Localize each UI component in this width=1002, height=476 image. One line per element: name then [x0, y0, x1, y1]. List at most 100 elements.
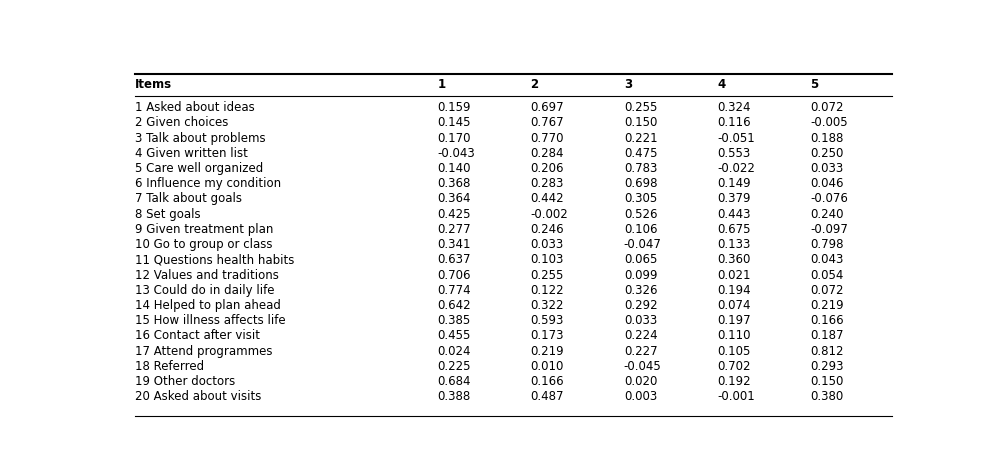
Text: 0.150: 0.150 [624, 117, 657, 129]
Text: 0.783: 0.783 [624, 162, 657, 175]
Text: 0.388: 0.388 [438, 390, 471, 403]
Text: 0.637: 0.637 [438, 253, 471, 266]
Text: 6 Influence my condition: 6 Influence my condition [134, 177, 281, 190]
Text: 0.122: 0.122 [531, 284, 564, 297]
Text: 0.812: 0.812 [811, 345, 844, 357]
Text: 0.767: 0.767 [531, 117, 564, 129]
Text: 17 Attend programmes: 17 Attend programmes [134, 345, 273, 357]
Text: 0.770: 0.770 [531, 132, 564, 145]
Text: Items: Items [134, 78, 171, 91]
Text: 0.065: 0.065 [624, 253, 657, 266]
Text: 0.166: 0.166 [531, 375, 564, 388]
Text: 1 Asked about ideas: 1 Asked about ideas [134, 101, 255, 114]
Text: 7 Talk about goals: 7 Talk about goals [134, 192, 241, 206]
Text: 0.224: 0.224 [624, 329, 657, 342]
Text: 0.443: 0.443 [717, 208, 750, 221]
Text: 0.255: 0.255 [624, 101, 657, 114]
Text: 0.487: 0.487 [531, 390, 564, 403]
Text: 0.197: 0.197 [717, 314, 750, 327]
Text: 0.140: 0.140 [438, 162, 471, 175]
Text: 0.697: 0.697 [531, 101, 564, 114]
Text: 0.798: 0.798 [811, 238, 844, 251]
Text: -0.022: -0.022 [717, 162, 755, 175]
Text: 0.364: 0.364 [438, 192, 471, 206]
Text: 0.106: 0.106 [624, 223, 657, 236]
Text: 11 Questions health habits: 11 Questions health habits [134, 253, 294, 266]
Text: 10 Go to group or class: 10 Go to group or class [134, 238, 273, 251]
Text: 3: 3 [624, 78, 632, 91]
Text: -0.047: -0.047 [624, 238, 661, 251]
Text: 0.159: 0.159 [438, 101, 471, 114]
Text: 0.380: 0.380 [811, 390, 844, 403]
Text: 0.219: 0.219 [531, 345, 564, 357]
Text: 0.221: 0.221 [624, 132, 657, 145]
Text: 0.246: 0.246 [531, 223, 564, 236]
Text: 0.166: 0.166 [811, 314, 844, 327]
Text: 0.150: 0.150 [811, 375, 844, 388]
Text: 0.642: 0.642 [438, 299, 471, 312]
Text: 3 Talk about problems: 3 Talk about problems [134, 132, 266, 145]
Text: 12 Values and traditions: 12 Values and traditions [134, 268, 279, 281]
Text: 0.326: 0.326 [624, 284, 657, 297]
Text: 0.292: 0.292 [624, 299, 657, 312]
Text: 0.305: 0.305 [624, 192, 657, 206]
Text: 0.105: 0.105 [717, 345, 750, 357]
Text: 0.442: 0.442 [531, 192, 564, 206]
Text: 18 Referred: 18 Referred [134, 360, 203, 373]
Text: 0.341: 0.341 [438, 238, 471, 251]
Text: 0.133: 0.133 [717, 238, 750, 251]
Text: 0.054: 0.054 [811, 268, 844, 281]
Text: 0.385: 0.385 [438, 314, 471, 327]
Text: 0.188: 0.188 [811, 132, 844, 145]
Text: 19 Other doctors: 19 Other doctors [134, 375, 234, 388]
Text: -0.045: -0.045 [624, 360, 661, 373]
Text: 0.010: 0.010 [531, 360, 564, 373]
Text: 0.033: 0.033 [531, 238, 564, 251]
Text: 0.702: 0.702 [717, 360, 750, 373]
Text: 0.250: 0.250 [811, 147, 844, 160]
Text: 0.368: 0.368 [438, 177, 471, 190]
Text: 0.219: 0.219 [811, 299, 844, 312]
Text: 5 Care well organized: 5 Care well organized [134, 162, 263, 175]
Text: -0.051: -0.051 [717, 132, 755, 145]
Text: 0.675: 0.675 [717, 223, 750, 236]
Text: 0.020: 0.020 [624, 375, 657, 388]
Text: 0.099: 0.099 [624, 268, 657, 281]
Text: -0.043: -0.043 [438, 147, 475, 160]
Text: 0.206: 0.206 [531, 162, 564, 175]
Text: 0.024: 0.024 [438, 345, 471, 357]
Text: 0.145: 0.145 [438, 117, 471, 129]
Text: 13 Could do in daily life: 13 Could do in daily life [134, 284, 275, 297]
Text: 0.173: 0.173 [531, 329, 564, 342]
Text: 5: 5 [811, 78, 819, 91]
Text: 0.684: 0.684 [438, 375, 471, 388]
Text: 0.425: 0.425 [438, 208, 471, 221]
Text: 0.110: 0.110 [717, 329, 750, 342]
Text: 0.553: 0.553 [717, 147, 750, 160]
Text: 8 Set goals: 8 Set goals [134, 208, 200, 221]
Text: 20 Asked about visits: 20 Asked about visits [134, 390, 261, 403]
Text: 0.240: 0.240 [811, 208, 844, 221]
Text: 0.322: 0.322 [531, 299, 564, 312]
Text: 0.255: 0.255 [531, 268, 564, 281]
Text: 15 How illness affects life: 15 How illness affects life [134, 314, 286, 327]
Text: 2 Given choices: 2 Given choices [134, 117, 227, 129]
Text: 0.021: 0.021 [717, 268, 750, 281]
Text: -0.005: -0.005 [811, 117, 848, 129]
Text: 0.074: 0.074 [717, 299, 750, 312]
Text: 9 Given treatment plan: 9 Given treatment plan [134, 223, 273, 236]
Text: 0.324: 0.324 [717, 101, 750, 114]
Text: -0.076: -0.076 [811, 192, 848, 206]
Text: 0.379: 0.379 [717, 192, 750, 206]
Text: 0.187: 0.187 [811, 329, 844, 342]
Text: 0.103: 0.103 [531, 253, 564, 266]
Text: 0.033: 0.033 [811, 162, 844, 175]
Text: -0.097: -0.097 [811, 223, 848, 236]
Text: 0.455: 0.455 [438, 329, 471, 342]
Text: 0.360: 0.360 [717, 253, 750, 266]
Text: 14 Helped to plan ahead: 14 Helped to plan ahead [134, 299, 281, 312]
Text: 0.072: 0.072 [811, 284, 844, 297]
Text: 4 Given written list: 4 Given written list [134, 147, 247, 160]
Text: 1: 1 [438, 78, 446, 91]
Text: 0.192: 0.192 [717, 375, 750, 388]
